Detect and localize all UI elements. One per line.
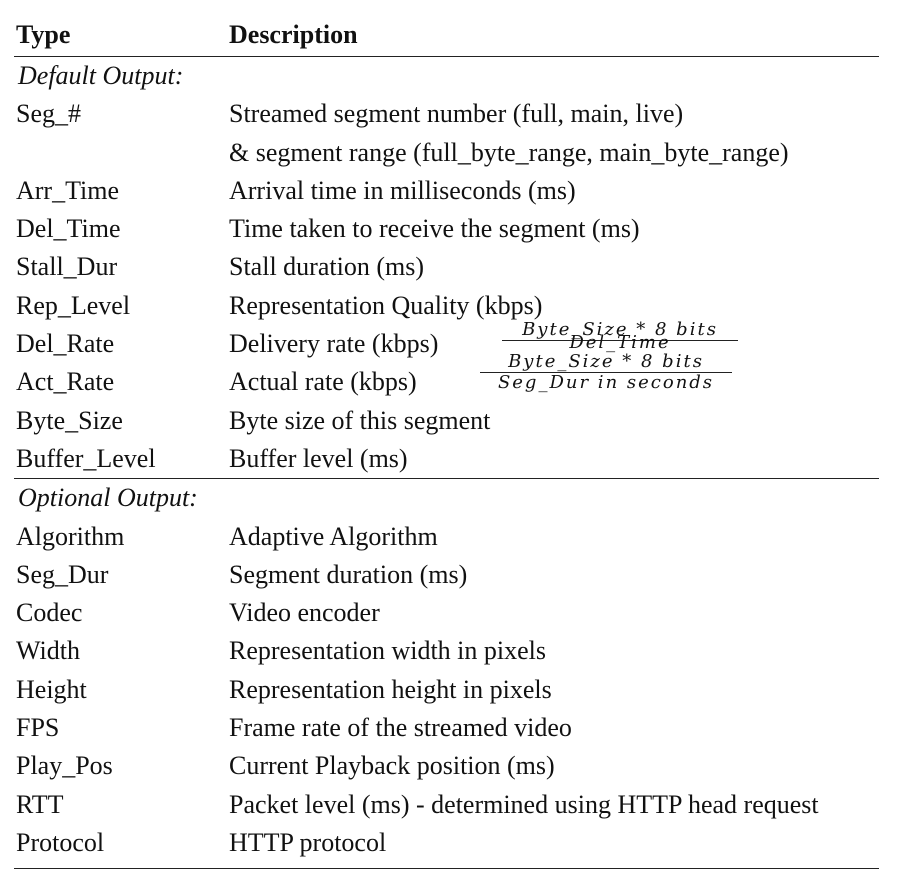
table-row: Rep_Level Representation Quality (kbps) [14, 287, 879, 325]
fraction-bar [480, 372, 732, 374]
delivery-rate-formula: Byte_Size * 8 bits Del_Time [502, 321, 738, 352]
type-cell: Width [16, 636, 80, 666]
formula-numerator: Byte_Size * 8 bits [508, 351, 704, 373]
fraction-bar [502, 340, 738, 342]
description-cell: Packet level (ms) - determined using HTT… [229, 789, 819, 819]
description-cell: & segment range (full_byte_range, main_b… [229, 137, 789, 167]
table-row: Protocol HTTP protocol [14, 824, 879, 862]
header-type: Type [16, 20, 71, 49]
table-row: Seg_# Streamed segment number (full, mai… [14, 95, 879, 133]
section-rule [14, 478, 879, 480]
type-cell: Stall_Dur [16, 252, 118, 282]
type-cell: Buffer_Level [16, 443, 156, 473]
table-row: Stall_Dur Stall duration (ms) [14, 248, 879, 286]
header-rule [14, 56, 879, 57]
description-cell: HTTP protocol [229, 827, 387, 857]
optional-output-label: Optional Output: [18, 483, 198, 513]
type-cell: Algorithm [16, 521, 125, 551]
type-cell: RTT [16, 789, 64, 819]
description-cell: Arrival time in milliseconds (ms) [229, 175, 576, 205]
description-cell: Buffer level (ms) [229, 443, 408, 473]
description-cell: Video encoder [229, 598, 380, 628]
table-row: Byte_Size Byte size of this segment [14, 402, 879, 440]
table-row: Play_Pos Current Playback position (ms) [14, 747, 879, 785]
formula-denominator: Del_Time [569, 332, 671, 354]
table-row: Codec Video encoder [14, 594, 879, 632]
type-cell: FPS [16, 713, 60, 743]
default-output-label: Default Output: [18, 61, 184, 90]
table-row: Del_Time Time taken to receive the segme… [14, 210, 879, 248]
type-cell: Byte_Size [16, 405, 123, 435]
type-cell: Seg_# [16, 99, 81, 129]
description-cell: Streamed segment number (full, main, liv… [229, 99, 684, 129]
description-cell: Segment duration (ms) [229, 559, 468, 589]
description-cell: Time taken to receive the segment (ms) [229, 214, 640, 244]
description-cell: Frame rate of the streamed video [229, 713, 572, 743]
output-parameters-table: Type Description Default Output: Seg_# S… [14, 0, 879, 870]
table-row: RTT Packet level (ms) - determined using… [14, 786, 879, 824]
table-row: Algorithm Adaptive Algorithm [14, 518, 879, 556]
type-cell: Protocol [16, 827, 105, 857]
table-row: FPS Frame rate of the streamed video [14, 709, 879, 747]
description-cell: Representation Quality (kbps) [229, 290, 543, 320]
description-cell: Byte size of this segment [229, 405, 491, 435]
table-row: Act_Rate Actual rate (kbps) Byte_Size * … [14, 353, 879, 401]
table-row: & segment range (full_byte_range, main_b… [14, 134, 879, 172]
description-cell: Stall duration (ms) [229, 252, 424, 282]
type-cell: Seg_Dur [16, 559, 109, 589]
table-header-row: Type Description [14, 0, 879, 56]
header-description: Description [229, 20, 358, 49]
type-cell: Del_Time [16, 214, 121, 244]
table-row: Seg_Dur Segment duration (ms) [14, 556, 879, 594]
section-label-default: Default Output: [14, 57, 879, 95]
description-cell: Current Playback position (ms) [229, 751, 555, 781]
type-cell: Arr_Time [16, 175, 120, 205]
description-cell: Representation width in pixels [229, 636, 547, 666]
type-cell: Rep_Level [16, 290, 131, 320]
type-cell: Codec [16, 598, 83, 628]
section-label-optional: Optional Output: [14, 479, 879, 517]
formula-numerator: Byte_Size * 8 bits [522, 319, 718, 341]
table-row: Buffer_Level Buffer level (ms) [14, 440, 879, 478]
table-row: Width Representation width in pixels [14, 632, 879, 670]
type-cell: Play_Pos [16, 751, 113, 781]
table-row: Arr_Time Arrival time in milliseconds (m… [14, 172, 879, 210]
formula-denominator: Seg_Dur in seconds [497, 372, 715, 394]
type-cell: Act_Rate [16, 367, 115, 397]
description-cell: Actual rate (kbps) [229, 367, 417, 397]
description-cell: Adaptive Algorithm [229, 521, 438, 551]
description-cell: Delivery rate (kbps) [229, 329, 439, 359]
table-row: Del_Rate Delivery rate (kbps) Byte_Size … [14, 321, 879, 363]
type-cell: Del_Rate [16, 329, 115, 359]
actual-rate-formula: Byte_Size * 8 bits Seg_Dur in seconds [480, 353, 732, 394]
bottom-rule [14, 868, 879, 870]
table-row: Height Representation height in pixels [14, 671, 879, 709]
description-cell: Representation height in pixels [229, 674, 552, 704]
type-cell: Height [16, 674, 87, 704]
